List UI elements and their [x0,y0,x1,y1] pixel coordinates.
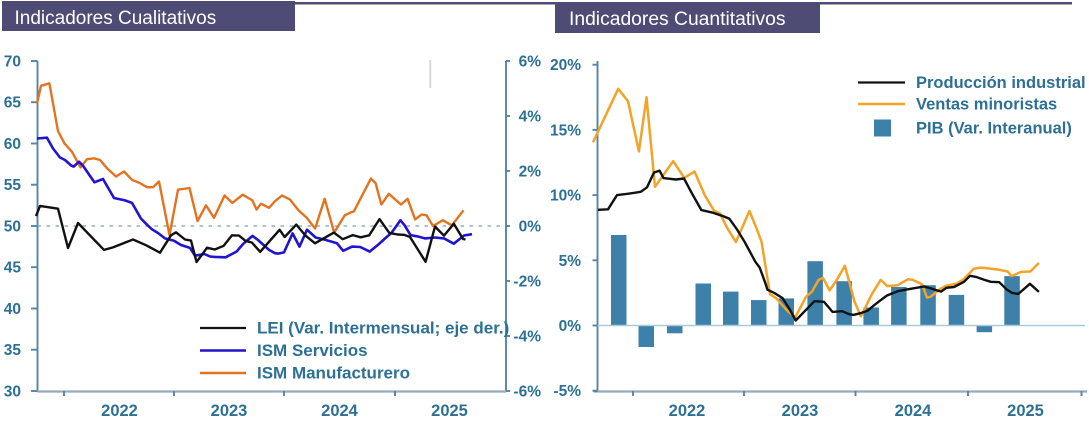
svg-text:-4%: -4% [513,329,541,346]
svg-text:ISM Manufacturero: ISM Manufacturero [257,364,410,383]
svg-text:6%: 6% [519,54,542,71]
svg-text:2025: 2025 [1007,402,1044,420]
svg-text:ISM Servicios: ISM Servicios [257,341,368,360]
svg-text:2022: 2022 [669,402,706,420]
svg-text:65: 65 [4,95,22,112]
svg-text:0%: 0% [519,219,542,236]
svg-text:0%: 0% [559,318,582,335]
svg-text:Indicadores Cualitativos: Indicadores Cualitativos [15,8,217,29]
svg-text:50: 50 [4,219,21,236]
svg-text:2023: 2023 [211,402,248,420]
svg-text:70: 70 [4,54,21,71]
svg-text:60: 60 [4,136,21,153]
svg-text:5%: 5% [559,253,582,270]
svg-text:Indicadores Cuantitativos: Indicadores Cuantitativos [569,9,786,30]
svg-text:2024: 2024 [321,402,359,420]
svg-text:2%: 2% [519,164,542,181]
svg-text:2023: 2023 [782,402,819,420]
svg-text:35: 35 [4,342,22,359]
svg-text:45: 45 [4,260,22,277]
svg-text:55: 55 [4,177,22,194]
svg-text:Ventas minoristas: Ventas minoristas [916,96,1057,114]
svg-text:20%: 20% [550,57,581,74]
svg-text:LEI (Var. Intermensual; eje de: LEI (Var. Intermensual; eje der.) [257,319,509,338]
svg-text:-5%: -5% [553,383,581,400]
svg-text:-6%: -6% [513,384,541,401]
svg-text:10%: 10% [550,188,581,205]
svg-text:2022: 2022 [101,402,138,420]
svg-text:-2%: -2% [513,274,541,291]
svg-text:PIB (Var. Interanual): PIB (Var. Interanual) [916,120,1072,138]
svg-text:15%: 15% [550,122,581,139]
svg-text:2024: 2024 [895,402,933,420]
svg-text:30: 30 [4,384,21,401]
svg-text:Producción industrial: Producción industrial [916,74,1086,92]
svg-text:2025: 2025 [431,402,468,420]
svg-text:40: 40 [4,301,21,318]
svg-text:4%: 4% [519,109,542,126]
